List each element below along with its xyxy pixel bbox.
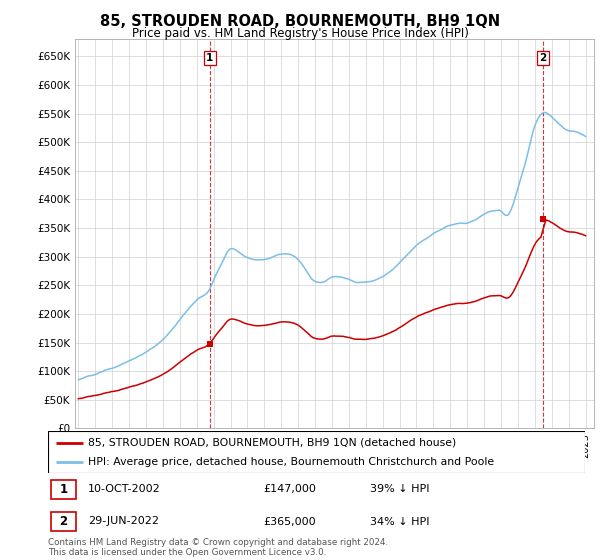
Text: 1: 1	[59, 483, 68, 496]
Text: £147,000: £147,000	[263, 484, 316, 494]
Text: 10-OCT-2002: 10-OCT-2002	[88, 484, 161, 494]
Text: Contains HM Land Registry data © Crown copyright and database right 2024.
This d: Contains HM Land Registry data © Crown c…	[48, 538, 388, 557]
Text: £365,000: £365,000	[263, 516, 316, 526]
Text: 2: 2	[59, 515, 68, 528]
Text: 2: 2	[539, 53, 547, 63]
Text: 29-JUN-2022: 29-JUN-2022	[88, 516, 159, 526]
Text: HPI: Average price, detached house, Bournemouth Christchurch and Poole: HPI: Average price, detached house, Bour…	[88, 458, 494, 467]
Text: 85, STROUDEN ROAD, BOURNEMOUTH, BH9 1QN (detached house): 85, STROUDEN ROAD, BOURNEMOUTH, BH9 1QN …	[88, 438, 457, 448]
Text: Price paid vs. HM Land Registry's House Price Index (HPI): Price paid vs. HM Land Registry's House …	[131, 27, 469, 40]
Bar	[50, 512, 76, 531]
Bar	[50, 479, 76, 499]
Text: 34% ↓ HPI: 34% ↓ HPI	[370, 516, 430, 526]
Text: 85, STROUDEN ROAD, BOURNEMOUTH, BH9 1QN: 85, STROUDEN ROAD, BOURNEMOUTH, BH9 1QN	[100, 14, 500, 29]
Text: 39% ↓ HPI: 39% ↓ HPI	[370, 484, 430, 494]
Text: 1: 1	[206, 53, 214, 63]
